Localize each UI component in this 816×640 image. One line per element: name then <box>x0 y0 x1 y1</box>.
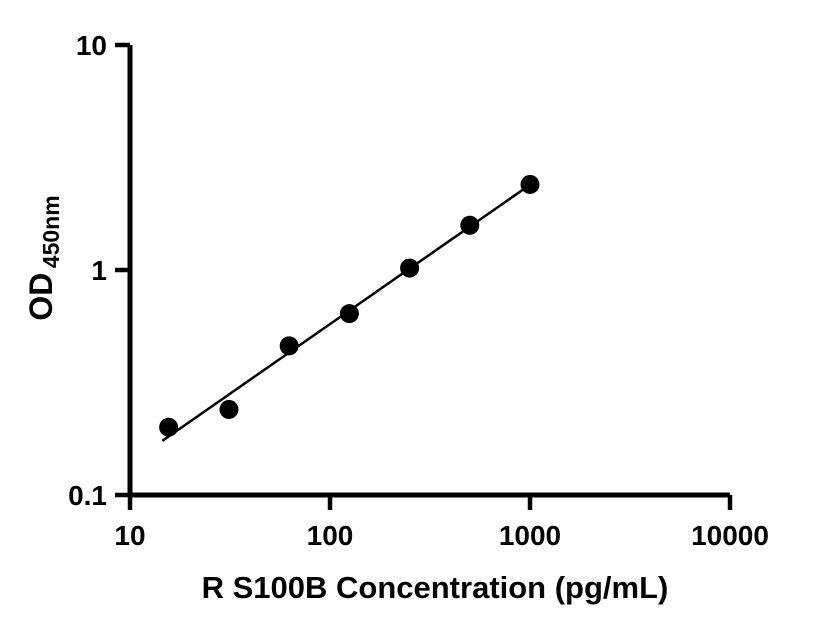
data-point <box>279 336 299 356</box>
plot-area: 10 100 1000 10000 0.1 1 10 <box>68 30 769 551</box>
data-point <box>339 304 359 324</box>
x-tick-label: 100 <box>307 520 354 551</box>
y-axis-title: OD 450nm <box>23 195 64 320</box>
data-point <box>400 258 420 278</box>
x-tick-label: 10000 <box>691 520 769 551</box>
y-tick-label: 1 <box>91 255 107 286</box>
data-point <box>460 215 480 235</box>
y-axis-title-main: OD <box>23 273 59 321</box>
x-tick-label: 1000 <box>499 520 561 551</box>
data-point <box>159 417 179 437</box>
y-axis-title-subscript: 450nm <box>38 195 64 268</box>
x-tick-label: 10 <box>114 520 145 551</box>
y-tick-label: 0.1 <box>68 480 107 511</box>
y-tick-label: 10 <box>76 30 107 61</box>
x-axis-title: R S100B Concentration (pg/mL) <box>202 570 669 605</box>
data-point <box>520 174 540 194</box>
data-point <box>219 399 239 419</box>
